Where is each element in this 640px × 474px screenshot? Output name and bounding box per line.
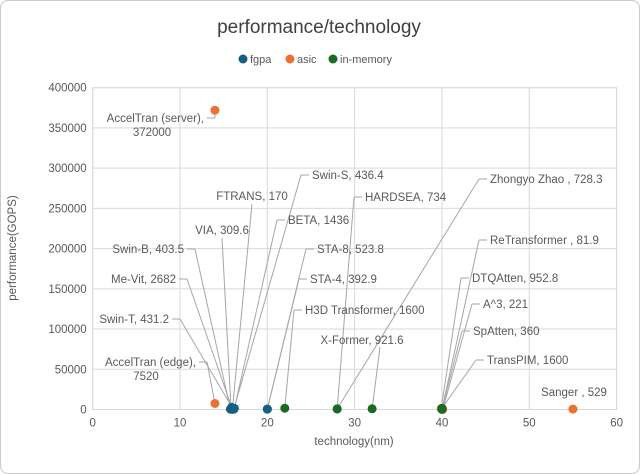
- axis-tick-labels: 0 50000 100000 150000 200000 250000 300000 3500…: [48, 83, 623, 430]
- data-labels: AccelTran (server), 372000 AccelTran (edge…: [99, 113, 607, 399]
- data-label: 7520: [133, 371, 159, 383]
- leader-line: [336, 196, 355, 409]
- y-tick-label: 50000: [55, 364, 87, 376]
- data-label: Swin-T, 431.2: [99, 314, 169, 326]
- legend-label-asic: asic: [297, 54, 317, 66]
- data-label: AccelTran (edge),: [105, 357, 196, 369]
- y-tick-label: 200000: [48, 244, 86, 256]
- data-label: STA-4, 392.9: [310, 274, 377, 286]
- legend-marker-in-memory: [328, 54, 338, 64]
- y-tick-label: 400000: [48, 83, 86, 95]
- data-point: [210, 398, 220, 408]
- y-tick-label: 0: [80, 405, 86, 417]
- y-tick-label: 250000: [48, 203, 86, 215]
- data-label: FTRANS, 170: [216, 191, 288, 203]
- x-tick-label: 40: [436, 418, 449, 430]
- data-label: VIA, 309.6: [195, 225, 249, 237]
- data-label: SpAtten, 360: [473, 326, 540, 338]
- leader-line: [233, 174, 302, 410]
- data-label: H3D Transformer, 1600: [305, 305, 425, 317]
- leader-line: [231, 203, 253, 410]
- chart-title: performance/technology: [217, 17, 421, 38]
- legend: fgpa asic in-memory: [238, 54, 392, 66]
- legend-item-in-memory: in-memory: [328, 54, 392, 66]
- leader-line: [179, 318, 234, 410]
- y-tick-label: 150000: [48, 284, 86, 296]
- data-point: [437, 403, 447, 413]
- data-label: Me-Vit, 2682: [111, 274, 176, 286]
- data-points: [210, 105, 578, 414]
- data-label: X-Former, 921.6: [320, 335, 403, 347]
- x-tick-label: 10: [174, 418, 187, 430]
- data-label: STA-8, 523.8: [317, 244, 384, 256]
- data-label: Swin-S, 436.4: [312, 170, 384, 182]
- leader-line: [336, 178, 480, 410]
- data-point: [568, 404, 578, 414]
- data-label: DTQAtten, 952.8: [472, 273, 558, 285]
- data-label: AccelTran (server),: [107, 113, 204, 125]
- x-tick-label: 60: [610, 418, 623, 430]
- leader-line: [441, 239, 480, 410]
- data-label-leader-lines: [172, 110, 487, 410]
- leader-line: [186, 278, 233, 408]
- y-tick-label: 300000: [48, 163, 86, 175]
- data-label: A^3, 221: [483, 299, 528, 311]
- data-label: ReTransformer , 81.9: [490, 235, 599, 247]
- legend-marker-asic: [285, 54, 295, 64]
- data-point: [332, 404, 342, 414]
- data-label: 372000: [133, 127, 171, 139]
- data-point: [210, 105, 220, 115]
- leader-line: [221, 237, 232, 410]
- y-axis-title: performance(GOPS): [7, 195, 19, 301]
- legend-label-in-memory: in-memory: [340, 54, 392, 66]
- y-tick-label: 350000: [48, 123, 86, 135]
- data-point: [262, 404, 272, 414]
- data-label: Sanger , 529: [541, 387, 607, 399]
- x-tick-label: 50: [523, 418, 536, 430]
- leader-line: [440, 277, 462, 409]
- leader-line: [266, 278, 300, 410]
- legend-label-fgpa: fgpa: [250, 54, 272, 66]
- leader-line: [442, 303, 473, 410]
- leader-line: [371, 346, 381, 409]
- data-label: Zhongyo Zhao , 728.3: [490, 174, 603, 186]
- data-point: [229, 403, 239, 413]
- data-label: BETA, 1436: [288, 215, 349, 227]
- gridlines: [92, 87, 618, 410]
- x-tick-label: 20: [261, 418, 274, 430]
- data-point: [280, 403, 290, 413]
- legend-item-asic: asic: [285, 54, 317, 66]
- data-label: Swin-B, 403.5: [112, 244, 184, 256]
- plot-area-border: [92, 87, 618, 410]
- x-tick-label: 30: [348, 418, 361, 430]
- data-label: TransPIM, 1600: [487, 355, 568, 367]
- leader-line: [233, 219, 278, 409]
- data-point: [367, 404, 377, 414]
- legend-marker-fgpa: [238, 54, 248, 64]
- y-tick-label: 100000: [48, 324, 86, 336]
- x-tick-label: 0: [89, 418, 95, 430]
- data-label: HARDSEA, 734: [365, 192, 447, 204]
- leader-line: [284, 309, 295, 409]
- leader-line: [206, 361, 216, 404]
- x-axis-title: technology(nm): [314, 436, 393, 448]
- leader-line: [441, 359, 477, 409]
- leader-line: [194, 248, 231, 410]
- legend-item-fgpa: fgpa: [238, 54, 272, 66]
